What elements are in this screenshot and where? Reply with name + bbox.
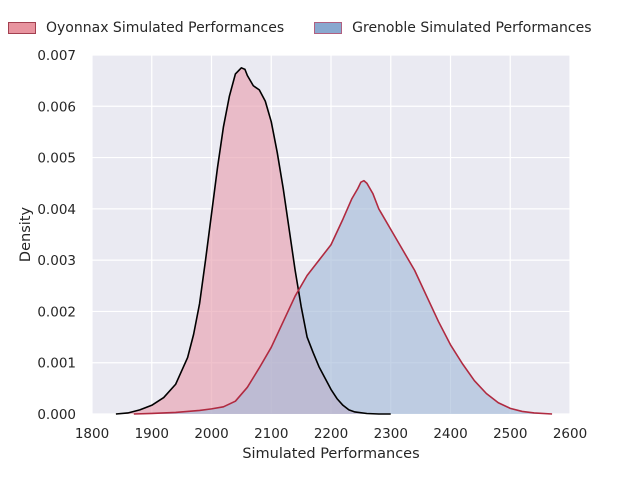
x-tick-label: 2600	[553, 426, 587, 442]
y-tick-label: 0.005	[37, 151, 76, 167]
legend-swatch-oyonnax	[8, 22, 36, 34]
x-tick-label: 2300	[374, 426, 408, 442]
legend: Oyonnax Simulated Performances Grenoble …	[8, 20, 632, 36]
legend-label-grenoble: Grenoble Simulated Performances	[352, 20, 592, 36]
density-line-grenoble	[133, 179, 553, 415]
x-tick-label: 2200	[314, 426, 348, 442]
y-tick-label: 0.006	[37, 99, 76, 115]
x-tick-label: 2100	[254, 426, 288, 442]
density-area-oyonnax	[115, 67, 391, 415]
y-tick-label: 0.000	[37, 407, 76, 423]
y-tick-label: 0.003	[37, 253, 76, 269]
x-axis-label: Simulated Performances	[242, 446, 419, 462]
x-tick-label: 2400	[433, 426, 467, 442]
legend-label-oyonnax: Oyonnax Simulated Performances	[46, 20, 285, 36]
y-tick-label: 0.004	[37, 202, 76, 218]
legend-item-oyonnax: Oyonnax Simulated Performances	[8, 20, 284, 36]
x-tick-label: 2000	[194, 426, 228, 442]
y-axis-label: Density	[18, 207, 34, 263]
series-layer	[115, 67, 553, 415]
x-tick-label: 2500	[493, 426, 527, 442]
legend-item-grenoble: Grenoble Simulated Performances	[314, 20, 592, 36]
x-tick-labels: 1800 1900 2000 2100 2200 2300 2400 2500 2600	[75, 426, 587, 442]
x-tick-label: 1800	[75, 426, 109, 442]
y-tick-labels: 0.000 0.001 0.002 0.003 0.004 0.005 0.006 0.007	[37, 48, 76, 423]
y-tick-label: 0.007	[37, 48, 76, 64]
legend-swatch-grenoble	[314, 22, 343, 34]
y-tick-label: 0.002	[37, 304, 76, 320]
density-area-grenoble	[133, 180, 553, 414]
y-tick-label: 0.001	[37, 356, 76, 372]
density-line-oyonnax	[115, 67, 391, 415]
x-tick-label: 1900	[135, 426, 169, 442]
